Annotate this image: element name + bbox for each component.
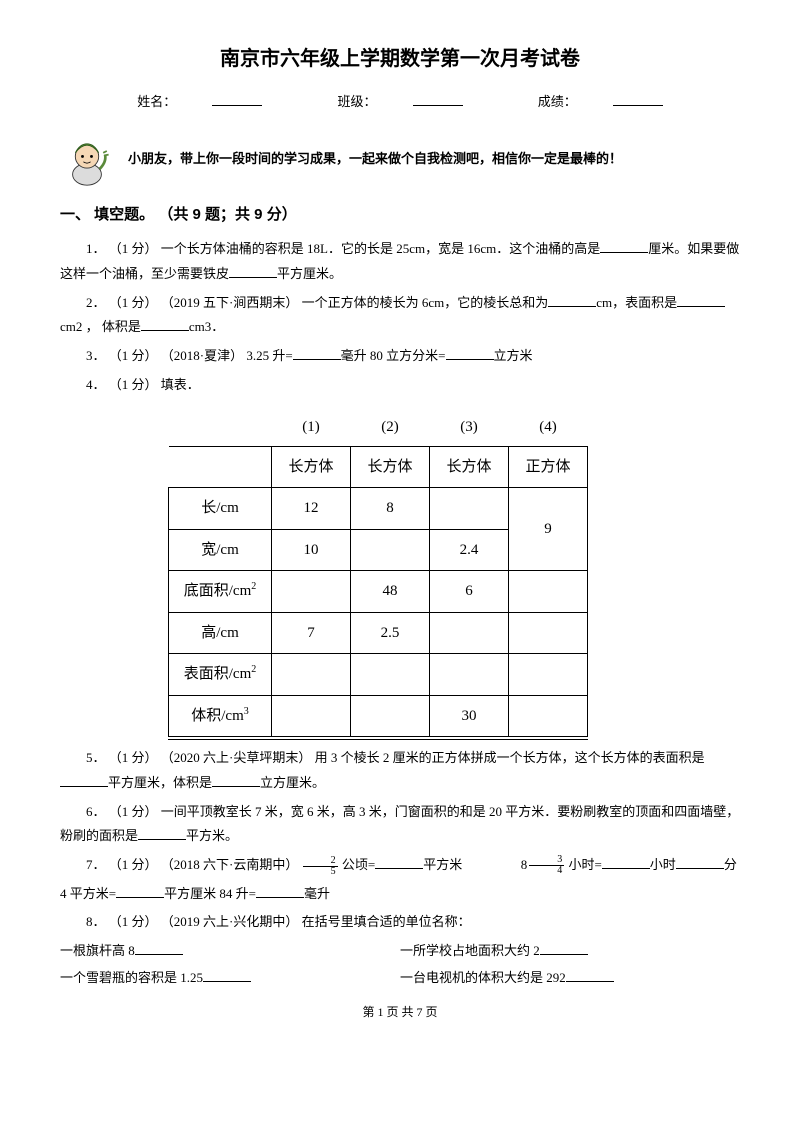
blank[interactable] (566, 968, 614, 982)
table-row: 表面积/cm2 (169, 654, 588, 696)
name-blank[interactable] (212, 92, 262, 106)
table-header-row: (1) (2) (3) (4) (169, 407, 588, 446)
fraction-2-5: 25 (303, 856, 338, 877)
blank[interactable] (60, 773, 108, 787)
blank[interactable] (138, 826, 186, 840)
section-1-heading: 一、 填空题。 （共 9 题；共 9 分） (60, 201, 740, 230)
blank[interactable] (203, 968, 251, 982)
table-row: 长/cm 12 8 9 (169, 488, 588, 530)
question-3: 3． （1 分） （2018·夏津） 3.25 升=毫升 80 立方分米=立方米 (60, 344, 740, 369)
class-field: 班级： (319, 94, 480, 109)
blank[interactable] (677, 293, 725, 307)
question-6: 6． （1 分） 一间平顶教室长 7 米，宽 6 米，高 3 米，门窗面积的和是… (60, 800, 740, 849)
blank[interactable] (600, 239, 648, 253)
table-row: 底面积/cm2 48 6 (169, 571, 588, 613)
fill-table: (1) (2) (3) (4) 长方体 长方体 长方体 正方体 长/cm 12 … (168, 407, 588, 737)
blank[interactable] (229, 264, 277, 278)
question-8: 8． （1 分） （2019 六上·兴化期中） 在括号里填合适的单位名称： (60, 910, 740, 935)
blank[interactable] (548, 293, 596, 307)
exam-page: 南京市六年级上学期数学第一次月考试卷 姓名： 班级： 成绩： 小朋友，带上你一段… (0, 0, 800, 1043)
blank[interactable] (540, 941, 588, 955)
blank[interactable] (116, 884, 164, 898)
question-4: 4． （1 分） 填表． (60, 373, 740, 398)
blank[interactable] (256, 884, 304, 898)
question-1: 1． （1 分） 一个长方体油桶的容积是 18L．它的长是 25cm，宽是 16… (60, 237, 740, 286)
class-blank[interactable] (413, 92, 463, 106)
blank[interactable] (446, 346, 494, 360)
blank[interactable] (602, 855, 650, 869)
question-5: 5． （1 分） （2020 六上·尖草坪期末） 用 3 个棱长 2 厘米的正方… (60, 746, 740, 795)
score-blank[interactable] (613, 92, 663, 106)
question-7: 7． （1 分） （2018 六下·云南期中） 25 公顷=平方米 834 小时… (60, 853, 740, 878)
blank[interactable] (293, 346, 341, 360)
blank[interactable] (135, 941, 183, 955)
question-7b: 4 平方米=平方厘米 84 升=毫升 (60, 882, 740, 907)
table-row: 体积/cm3 30 (169, 695, 588, 737)
mixed-8-3-4: 834 (495, 853, 566, 878)
question-8-row2: 一个雪碧瓶的容积是 1.25 一台电视机的体积大约是 292 (60, 966, 740, 991)
blank[interactable] (212, 773, 260, 787)
question-8-row1: 一根旗杆高 8 一所学校占地面积大约 2 (60, 939, 740, 964)
blank[interactable] (141, 317, 189, 331)
intro-row: 小朋友，带上你一段时间的学习成果，一起来做个自我检测吧，相信你一定是最棒的！ (60, 133, 740, 187)
blank[interactable] (375, 855, 423, 869)
blank[interactable] (676, 855, 724, 869)
page-footer: 第 1 页 共 7 页 (60, 1001, 740, 1024)
student-info-line: 姓名： 班级： 成绩： (60, 90, 740, 115)
table-row: 长方体 长方体 长方体 正方体 (169, 446, 588, 488)
table-underline (168, 739, 588, 740)
score-field: 成绩： (520, 94, 681, 109)
page-title: 南京市六年级上学期数学第一次月考试卷 (60, 40, 740, 78)
name-field: 姓名： (119, 94, 280, 109)
table-row: 高/cm 7 2.5 (169, 612, 588, 654)
question-2: 2． （1 分） （2019 五下·涧西期末） 一个正方体的棱长为 6cm，它的… (60, 291, 740, 340)
kid-avatar-icon (60, 133, 114, 187)
intro-text: 小朋友，带上你一段时间的学习成果，一起来做个自我检测吧，相信你一定是最棒的！ (128, 147, 622, 172)
